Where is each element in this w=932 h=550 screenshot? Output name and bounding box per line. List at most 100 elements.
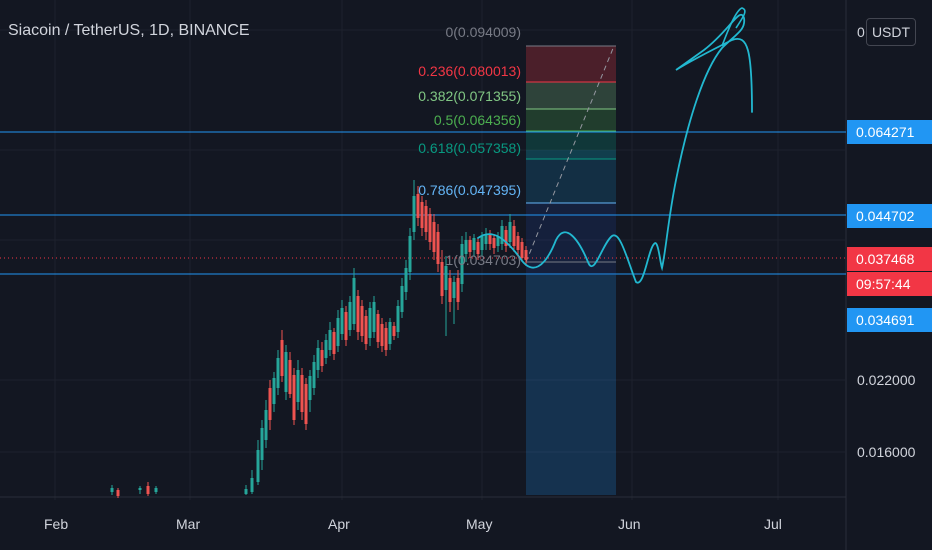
candle-body: [284, 352, 288, 392]
candle-body: [496, 236, 500, 246]
candle-body: [472, 238, 476, 250]
candle-body: [388, 322, 392, 344]
candle-body: [344, 312, 348, 340]
candle-body: [468, 240, 472, 252]
candle-body: [116, 490, 120, 496]
candle-body: [368, 308, 372, 338]
candle-body: [416, 194, 420, 218]
candle-body: [250, 478, 254, 492]
candle-body: [154, 488, 158, 492]
candle-body: [332, 332, 336, 354]
candle-body: [256, 450, 260, 482]
candle-body: [296, 370, 300, 402]
drawn-projection-loop: [721, 7, 746, 47]
fib-band: [526, 46, 616, 82]
candle-body: [360, 306, 364, 336]
candle-body: [500, 226, 504, 244]
candle-body: [420, 202, 424, 228]
price-tag-level-3: 0.034691: [847, 308, 932, 332]
drawn-projection-path: [477, 13, 753, 284]
candle-body: [316, 348, 320, 370]
x-axis-label: Apr: [328, 516, 350, 532]
x-axis-label: Mar: [176, 516, 201, 532]
x-axis-label: Feb: [44, 516, 69, 532]
candle-body: [304, 384, 308, 424]
y-axis-label: 0.016000: [857, 444, 916, 460]
currency-button[interactable]: USDT: [866, 18, 916, 46]
candle-body: [292, 375, 296, 420]
fib-label: 0.5(0.064356): [433, 112, 521, 128]
candle-body: [476, 242, 480, 254]
candle-body: [424, 206, 428, 232]
fib-band: [526, 109, 616, 131]
candle-body: [328, 330, 332, 350]
candle-body: [464, 240, 468, 254]
candle-body: [480, 236, 484, 250]
candle-body: [364, 316, 368, 344]
fib-band: [526, 131, 616, 159]
candle-body: [356, 296, 360, 332]
candle-body: [308, 376, 312, 400]
candle-body: [412, 196, 416, 232]
candle-body: [448, 278, 452, 302]
candle-body: [272, 378, 276, 404]
candle-body: [440, 262, 444, 296]
x-axis-label: May: [466, 516, 493, 532]
candle-body: [384, 328, 388, 350]
candle-body: [280, 340, 284, 376]
candle-body: [392, 326, 396, 336]
candle-body: [324, 340, 328, 358]
candle-body: [436, 232, 440, 264]
candle-body: [276, 358, 280, 388]
price-tag-level-2: 0.044702: [847, 204, 932, 228]
fib-label: 0.786(0.047395): [418, 182, 521, 198]
candle-body: [110, 488, 114, 492]
current-price-tag: 0.037468: [847, 247, 932, 271]
candle-body: [428, 214, 432, 242]
candle-body: [524, 250, 528, 260]
fib-label: 0.618(0.057358): [418, 140, 521, 156]
fib-label: 1(0.034703): [445, 252, 521, 268]
candle-body: [268, 388, 272, 420]
position-zone: [526, 275, 616, 495]
candle-body: [396, 306, 400, 332]
x-axis-label: Jun: [618, 516, 641, 532]
candle-body: [340, 308, 344, 334]
bar-countdown: 09:57:44: [847, 272, 932, 296]
candle-body: [504, 230, 508, 246]
candle-body: [460, 244, 464, 284]
fib-band: [526, 82, 616, 109]
fib-label: 0.382(0.071355): [418, 88, 521, 104]
y-axis-label: 0.022000: [857, 372, 916, 388]
candle-body: [516, 236, 520, 250]
candle-body: [512, 226, 516, 246]
candle-body: [456, 278, 460, 302]
candle-body: [260, 428, 264, 460]
candle-body: [408, 236, 412, 272]
candle-body: [444, 266, 448, 290]
candle-body: [452, 282, 456, 298]
candle-body: [432, 222, 436, 252]
candle-body: [372, 302, 376, 332]
fib-band: [526, 159, 616, 203]
candle-body: [348, 302, 352, 330]
candle-body: [380, 324, 384, 346]
candle-body: [404, 268, 408, 292]
fib-label: 0.236(0.080013): [418, 63, 521, 79]
symbol-title: Siacoin / TetherUS, 1D, BINANCE: [8, 22, 250, 39]
candle-body: [138, 488, 142, 490]
fib-label: 0(0.094009): [445, 24, 521, 40]
candle-body: [520, 242, 524, 258]
candle-body: [146, 486, 150, 494]
x-axis-label: Jul: [764, 516, 782, 532]
candle-body: [484, 234, 488, 244]
price-tag-level-1: 0.064271: [847, 120, 932, 144]
candle-body: [336, 318, 340, 346]
candle-body: [264, 410, 268, 440]
candle-body: [376, 314, 380, 342]
y-axis-label-top: 0: [857, 24, 865, 40]
candle-body: [508, 222, 512, 242]
candle-body: [288, 360, 292, 394]
candle-body: [400, 286, 404, 312]
